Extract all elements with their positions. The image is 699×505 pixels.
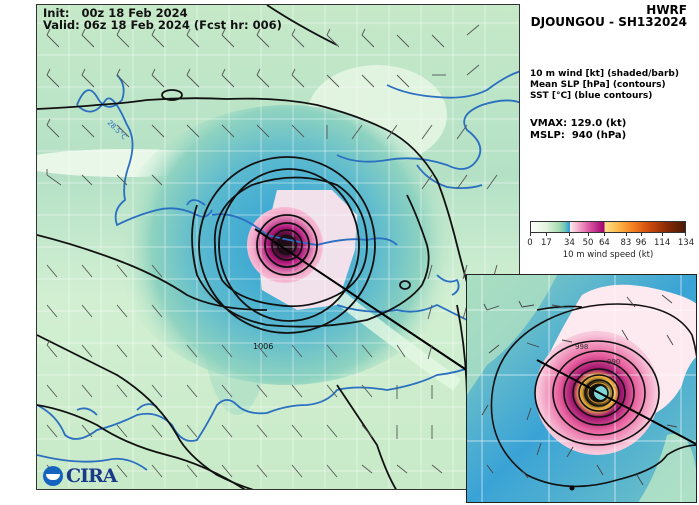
cb-tick-label: 64: [598, 238, 610, 248]
cb-tick-label: 34: [564, 238, 575, 248]
storm-stats: VMAX: 129.0 (kt) MSLP: 940 (hPa): [530, 118, 626, 142]
cb-tick-label: 50: [582, 238, 594, 248]
legend-sst: SST [°C] (blue contours): [530, 91, 653, 101]
wind-barbs: [46, 24, 498, 478]
valid-time: Valid: 06z 18 Feb 2024 (Fcst hr: 006): [43, 18, 282, 32]
wind-speed-colorbar: [530, 221, 686, 233]
init-time: Init: 00z 18 Feb 2024: [43, 6, 188, 20]
logo-group: CIRA: [43, 465, 118, 487]
inset-wind-barbs: [481, 294, 678, 486]
cb-tick-label: 114: [654, 238, 671, 248]
inset-slp-contours: [490, 303, 696, 488]
storm-title: DJOUNGOU - SH132024: [530, 15, 687, 29]
cb-tick-label: 83: [620, 238, 632, 248]
colorbar-ticks: [530, 233, 686, 237]
legend-wind: 10 m wind [kt] (shaded/barb): [530, 69, 679, 79]
colorbar-title: 10 m wind speed (kt): [562, 250, 654, 260]
legend-slp: Mean SLP [hPa] (contours): [530, 80, 666, 90]
inset-storm-track-line: [536, 359, 696, 446]
inset-contour-label-990: 990: [607, 358, 620, 366]
wind-field-plot: 1006 28.5°C: [37, 5, 519, 489]
cira-logo: CIRA: [66, 465, 118, 487]
vmax-value: VMAX: 129.0 (kt): [530, 118, 627, 129]
inset-zoom-map: 998 990: [466, 274, 697, 503]
cb-tick-label: 134: [677, 238, 695, 248]
inset-wind-plot: 998 990: [467, 275, 696, 502]
noaa-logo-icon: [43, 466, 63, 486]
field-legend: 10 m wind [kt] (shaded/barb) Mean SLP [h…: [530, 69, 679, 102]
side-panel: HWRF DJOUNGOU - SH132024 10 m wind [kt] …: [524, 0, 699, 270]
cb-tick-label: 0: [527, 238, 533, 248]
cb-tick-label: 96: [635, 238, 647, 248]
inset-contour-label-998: 998: [575, 343, 588, 351]
contour-label-1006: 1006: [253, 342, 273, 351]
cb-tick-label: 17: [540, 238, 552, 248]
main-wind-map: 1006 28.5°C: [36, 4, 520, 490]
forecast-header: Init: 00z 18 Feb 2024 Valid: 06z 18 Feb …: [43, 7, 282, 31]
mslp-value: MSLP: 940 (hPa): [530, 130, 627, 141]
model-title: HWRF: [646, 3, 687, 17]
storm-track-line: [254, 228, 478, 378]
